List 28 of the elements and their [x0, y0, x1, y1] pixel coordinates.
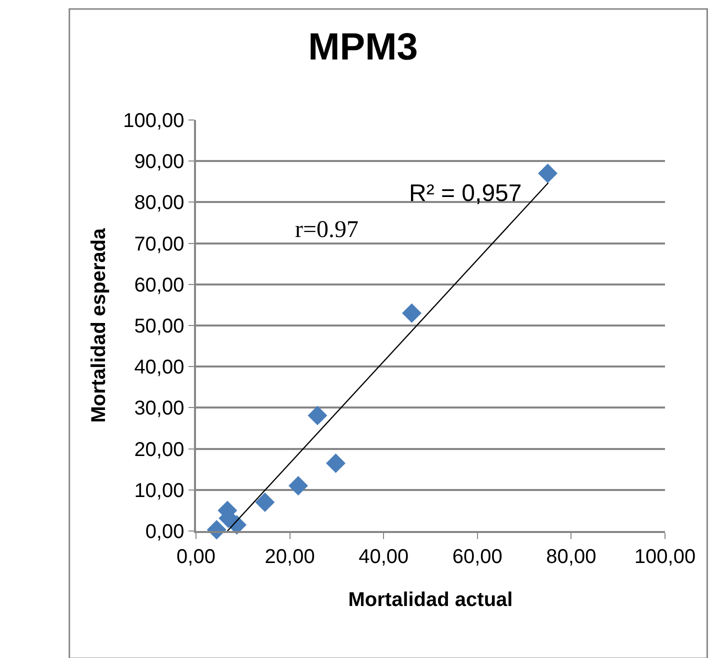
chart-title: MPM3 [308, 26, 418, 68]
point [402, 303, 422, 323]
x-tick-label: 80,00 [546, 546, 596, 568]
y-tick-label: 50,00 [134, 316, 184, 338]
point [288, 476, 308, 496]
y-axis-title: Mortalidad esperada [88, 227, 110, 423]
x-tick-label: 60,00 [452, 546, 502, 568]
x-axis-title: Mortalidad actual [348, 588, 513, 611]
point [538, 164, 558, 184]
point [308, 406, 328, 426]
x-tick-label: 100,00 [634, 546, 696, 568]
y-tick-label: 0,00 [145, 521, 184, 543]
x-tick-label: 40,00 [358, 546, 409, 568]
y-tick-label: 70,00 [134, 233, 184, 256]
x-tick-label: 0,00 [176, 546, 216, 568]
y-tick-label: 80,00 [134, 192, 184, 214]
y-tick-label: 10,00 [134, 480, 184, 502]
y-tick-label: 40,00 [134, 356, 184, 379]
x-tick-label: 20,00 [264, 546, 315, 568]
y-tick-label: 90,00 [134, 151, 184, 174]
y-tick-label: 30,00 [134, 398, 184, 420]
point [326, 453, 346, 473]
point [255, 492, 275, 512]
annotation: r=0.97 [295, 217, 359, 243]
y-tick-label: 100,00 [123, 110, 184, 132]
y-tick-label: 60,00 [134, 274, 184, 296]
y-tick-label: 20,00 [134, 438, 184, 461]
annotation: R² = 0,957 [409, 180, 522, 207]
